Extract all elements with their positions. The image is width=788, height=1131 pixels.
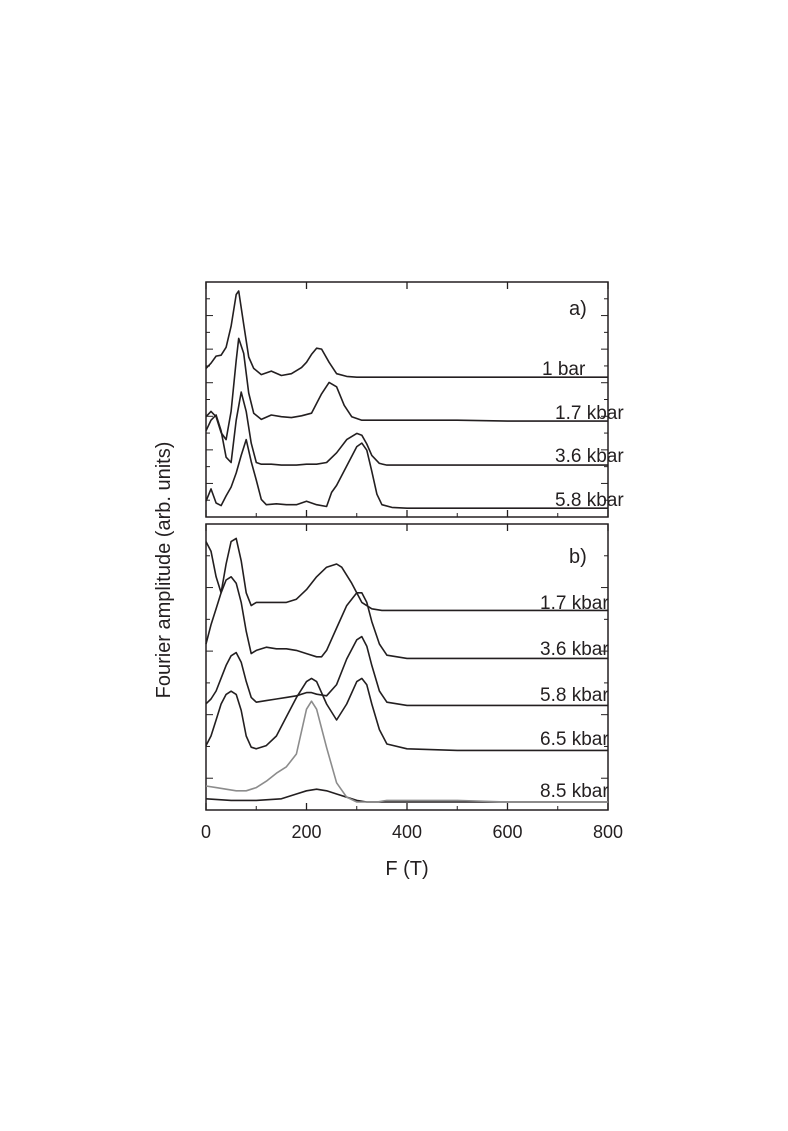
panel-b: 1.7 kbar 3.6 kbar 5.8 kbar 6.5 kbar 8.5 kbar… [205, 523, 609, 811]
panel-a-label: a) [569, 298, 587, 320]
x-tick-label: 400 [392, 822, 422, 842]
x-tick-label: 0 [201, 822, 211, 842]
x-tick-label: 200 [291, 822, 321, 842]
series-label: 6.5 kbar [540, 729, 609, 750]
panel-b-ticks [205, 524, 609, 810]
series-label: 3.6 kbar [555, 446, 624, 467]
panel-b-lines [205, 537, 608, 803]
series-label: 5.8 kbar [555, 490, 624, 511]
x-tick-label: 800 [593, 822, 623, 842]
series-label: 1 bar [542, 359, 586, 380]
series-label: 1.7 kbar [540, 593, 609, 614]
panel-b-series-labels: 1.7 kbar 3.6 kbar 5.8 kbar 6.5 kbar 8.5 kbar [540, 593, 609, 802]
series-line [205, 391, 608, 466]
panel-b-label: b) [569, 546, 587, 568]
series-line [205, 438, 608, 509]
series-line [205, 576, 608, 660]
series-line [205, 290, 608, 378]
y-axis-label: Fourier amplitude (arb. units) [153, 442, 175, 699]
series-label: 1.7 kbar [555, 403, 624, 424]
series-label: 5.8 kbar [540, 685, 609, 706]
x-axis-label: F (T) [385, 858, 428, 880]
series-line [205, 337, 608, 441]
panel-b-frame [205, 523, 609, 811]
series-label: 8.5 kbar [540, 781, 609, 802]
series-line [205, 700, 608, 803]
series-label: 3.6 kbar [540, 639, 609, 660]
panel-a-ticks [205, 282, 609, 517]
panel-a-series-labels: 1 bar 1.7 kbar 3.6 kbar 5.8 kbar [542, 359, 624, 511]
series-line [205, 788, 608, 803]
panel-a-lines [205, 290, 608, 509]
panel-a: 1 bar 1.7 kbar 3.6 kbar 5.8 kbar a) [205, 281, 624, 518]
series-line [205, 537, 608, 612]
x-tick-labels: 0 200 400 600 800 [201, 822, 623, 842]
panel-a-frame [205, 281, 609, 518]
series-line [205, 635, 608, 707]
series-line [205, 677, 608, 752]
x-tick-label: 600 [492, 822, 522, 842]
